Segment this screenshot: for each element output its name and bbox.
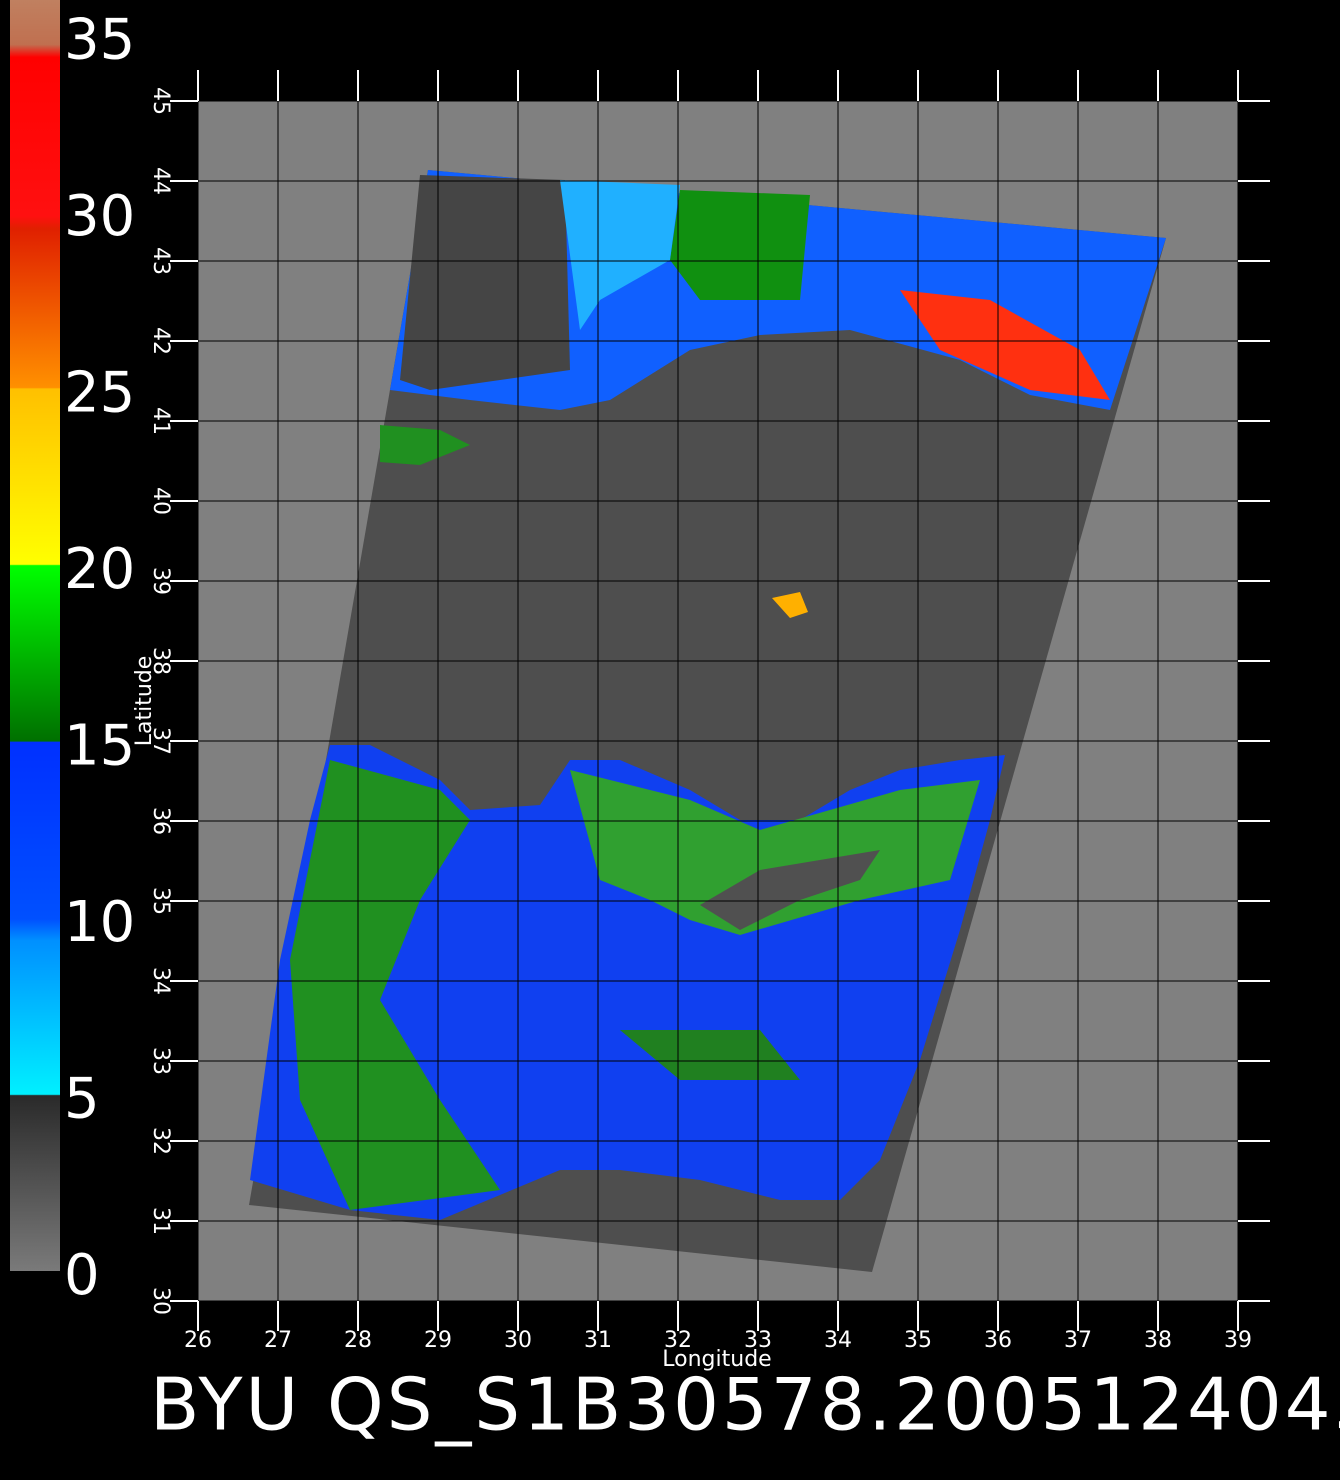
x-tick-label: 33 <box>744 1328 772 1353</box>
lake-wind-region <box>772 592 808 618</box>
sea-low-wind-region <box>400 175 570 390</box>
y-tick-label: 33 <box>148 1047 173 1075</box>
x-tick-label: 39 <box>1224 1328 1252 1353</box>
ticks: 26 27 28 29 30 31 32 33 34 35 36 37 38 39 30 31 32 33 34 35… <box>148 70 1270 1353</box>
y-tick-label: 30 <box>148 1287 173 1315</box>
colorbar-tick-label: 20 <box>64 537 135 602</box>
x-tick-label: 34 <box>824 1328 852 1353</box>
x-tick-label: 38 <box>1144 1328 1172 1353</box>
y-tick-label: 43 <box>148 247 173 275</box>
map-panel: 26 27 28 29 30 31 32 33 34 35 36 37 38 39 30 31 32 33 34 35… <box>148 70 1270 1353</box>
colorbar-ticks: 0 5 10 15 20 25 30 35 <box>64 7 135 1308</box>
x-axis-label: Longitude <box>662 1347 771 1372</box>
y-tick-label: 32 <box>148 1127 173 1155</box>
sea-wind-region <box>620 1030 800 1080</box>
colorbar-tick-label: 30 <box>64 184 135 249</box>
y-tick-label: 34 <box>148 967 173 995</box>
x-tick-label: 30 <box>504 1328 532 1353</box>
x-tick-label: 32 <box>664 1328 692 1353</box>
grid <box>197 100 1239 1302</box>
x-tick-label: 37 <box>1064 1328 1092 1353</box>
sea-wind-region <box>570 770 980 935</box>
y-tick-label: 31 <box>148 1207 173 1235</box>
colorbar-tick-label: 15 <box>64 714 135 779</box>
sea-wind-region <box>900 290 1110 400</box>
sea-wind-region <box>670 190 810 300</box>
colorbar-tick-label: 35 <box>64 7 135 72</box>
colorbar-tick-label: 5 <box>64 1067 100 1132</box>
y-tick-label: 36 <box>148 807 173 835</box>
x-tick-label: 31 <box>584 1328 612 1353</box>
y-tick-label: 37 <box>148 727 173 755</box>
y-tick-label: 40 <box>148 487 173 515</box>
y-tick-label: 41 <box>148 407 173 435</box>
sea-wind-region <box>560 180 680 330</box>
x-tick-label: 29 <box>424 1328 452 1353</box>
y-axis-label: Latitude <box>132 656 157 747</box>
x-tick-label: 26 <box>184 1328 212 1353</box>
colorbar <box>10 0 60 1271</box>
x-tick-label: 35 <box>904 1328 932 1353</box>
x-tick-label: 27 <box>264 1328 292 1353</box>
y-tick-label: 35 <box>148 887 173 915</box>
y-tick-label: 44 <box>148 167 173 195</box>
sea-wind-region <box>380 425 470 465</box>
y-tick-label: 39 <box>148 567 173 595</box>
sea-wind-region <box>290 760 500 1210</box>
y-tick-label: 45 <box>148 87 173 115</box>
y-tick-label: 38 <box>148 647 173 675</box>
y-tick-label: 42 <box>148 327 173 355</box>
x-tick-label: 36 <box>984 1328 1012 1353</box>
colorbar-tick-label: 10 <box>64 890 135 955</box>
cyprus <box>700 850 880 930</box>
colorbar-tick-label: 25 <box>64 361 135 426</box>
x-tick-label: 28 <box>344 1328 372 1353</box>
title: BYU QS_S1B30578.2005124043 <box>150 1363 1340 1447</box>
colorbar-tick-label: 0 <box>64 1243 100 1308</box>
